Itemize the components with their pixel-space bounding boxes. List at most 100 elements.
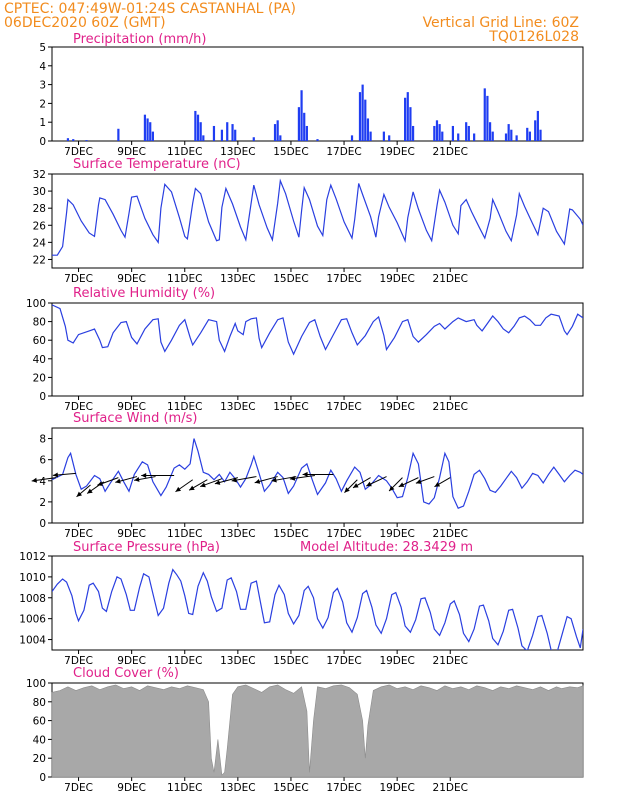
wind-xtick-label: 13DEC (220, 528, 255, 540)
cloud-cover-xtick-label: 7DEC (64, 782, 93, 794)
precip-bar (194, 110, 197, 141)
precip-bar (507, 124, 510, 141)
precipitation-ytick-label: 4 (39, 61, 46, 73)
panel-temperature: Surface Temperature (nC) 22 24 26 28 30 32 7DE… (33, 157, 584, 285)
temperature-xtick-label: 7DEC (64, 273, 93, 285)
precip-bar (276, 120, 279, 141)
precip-bar (515, 135, 518, 141)
temperature-ytick-label: 30 (33, 186, 46, 198)
precip-bar (143, 114, 147, 141)
precip-bar (473, 133, 476, 141)
wind-arrow-head (200, 482, 206, 488)
precip-bar (358, 92, 362, 141)
wind-arrow-head (271, 477, 277, 483)
temperature-ytick-label: 26 (33, 220, 47, 232)
temperature-ytick-label: 24 (33, 237, 47, 249)
precipitation-xtick-label: 11DEC (167, 146, 202, 158)
wind-arrow-head (344, 487, 350, 493)
precip-bar (486, 95, 489, 141)
wind-plot: 0 2 4 6 8 7DEC 9DEC 11DEC 13DEC 15DEC 17DEC 19DEC 21… (31, 427, 584, 540)
wind-ytick-label: 0 (39, 518, 46, 530)
wind-arrow-head (189, 485, 195, 491)
wind-arrow-head (76, 491, 82, 497)
wind-arrow-head (254, 479, 261, 484)
precip-bar (382, 131, 385, 141)
precip-bar (435, 120, 439, 141)
precip-bar (297, 107, 301, 141)
precipitation-ytick-label: 5 (39, 42, 46, 54)
wind-arrow-head (87, 488, 93, 494)
precip-bar (510, 129, 513, 141)
wind-title: Surface Wind (m/s) (73, 411, 197, 426)
cloud-cover-ytick-label: 20 (33, 753, 46, 765)
wind-arrow (344, 479, 358, 493)
wind-arrow-head (289, 475, 296, 481)
wind-arrow (188, 479, 208, 491)
humidity-xtick-label: 7DEC (64, 401, 93, 413)
precip-bar (305, 125, 308, 141)
humidity-xtick-label: 11DEC (167, 401, 202, 413)
precip-bar (465, 122, 468, 141)
pressure-ytick-label: 1006 (19, 614, 46, 626)
precip-bar (483, 88, 486, 141)
precip-bar (199, 122, 202, 141)
wind-arrow-head (415, 479, 422, 484)
precip-bar (196, 114, 200, 141)
wind-arrow-head (175, 486, 181, 492)
precip-bar (534, 120, 537, 141)
precipitation-ytick-label: 1 (39, 117, 46, 129)
wind-arrow (76, 484, 91, 498)
pressure-xtick-label: 7DEC (64, 655, 93, 667)
precip-bar (350, 135, 354, 141)
humidity-frame (51, 302, 584, 397)
cloud-cover-xtick-label: 19DEC (379, 782, 414, 794)
wind-xtick-label: 19DEC (379, 528, 414, 540)
precipitation-ytick-label: 0 (39, 136, 46, 148)
wind-arrow (302, 471, 334, 477)
panel-wind: Surface Wind (m/s) 0 2 4 6 8 7DEC 9DEC 11DEC 13D… (31, 411, 584, 540)
temperature-xtick-label: 21DEC (433, 273, 468, 285)
wind-arrow (289, 475, 315, 481)
precip-bar (151, 131, 154, 141)
precip-bar (528, 131, 531, 141)
wind-xtick-label: 15DEC (273, 528, 308, 540)
wind-arrow-head (389, 485, 395, 491)
wind-arrow (115, 476, 138, 484)
wind-arrow (271, 476, 297, 483)
cloud-cover-xtick-label: 17DEC (326, 782, 361, 794)
cloud-cover-ytick-label: 60 (33, 716, 46, 728)
temperature-ytick-label: 28 (33, 203, 46, 215)
wind-arrow-head (52, 472, 59, 478)
humidity-title: Relative Humidity (%) (73, 286, 215, 301)
temperature-ytick-label: 32 (33, 169, 46, 181)
precip-bar (526, 127, 529, 141)
precip-bar (300, 90, 303, 141)
precip-bar (438, 124, 441, 141)
wind-arrow (388, 477, 403, 492)
precip-bar (369, 131, 372, 141)
precip-bar (451, 125, 455, 141)
temperature-xtick-label: 17DEC (326, 273, 361, 285)
cloud-cover-xtick-label: 13DEC (220, 782, 255, 794)
pressure-xtick-label: 9DEC (117, 655, 146, 667)
header-grid-line: Vertical Grid Line: 60Z (423, 15, 579, 31)
pressure-xtick-label: 15DEC (273, 655, 308, 667)
precip-bar (231, 124, 234, 141)
cloud-cover-xtick-label: 21DEC (433, 782, 468, 794)
temperature-xtick-label: 9DEC (117, 273, 146, 285)
cloud-cover-ytick-label: 0 (39, 772, 46, 784)
wind-arrow-head (97, 481, 103, 486)
precip-bar (252, 137, 255, 141)
wind-arrow-head (398, 482, 405, 487)
pressure-series-line (52, 568, 583, 650)
humidity-ytick-label: 60 (33, 335, 46, 347)
precip-bar (536, 110, 539, 141)
wind-arrow-head (141, 473, 147, 478)
cloud-cover-title: Cloud Cover (%) (73, 666, 179, 681)
wind-arrow-head (134, 477, 140, 482)
wind-ytick-label: 8 (39, 434, 46, 446)
header-model-code: TQ0126L028 (488, 29, 579, 45)
wind-arrow (231, 476, 257, 483)
precip-bar (226, 122, 229, 141)
wind-arrow (200, 478, 223, 488)
